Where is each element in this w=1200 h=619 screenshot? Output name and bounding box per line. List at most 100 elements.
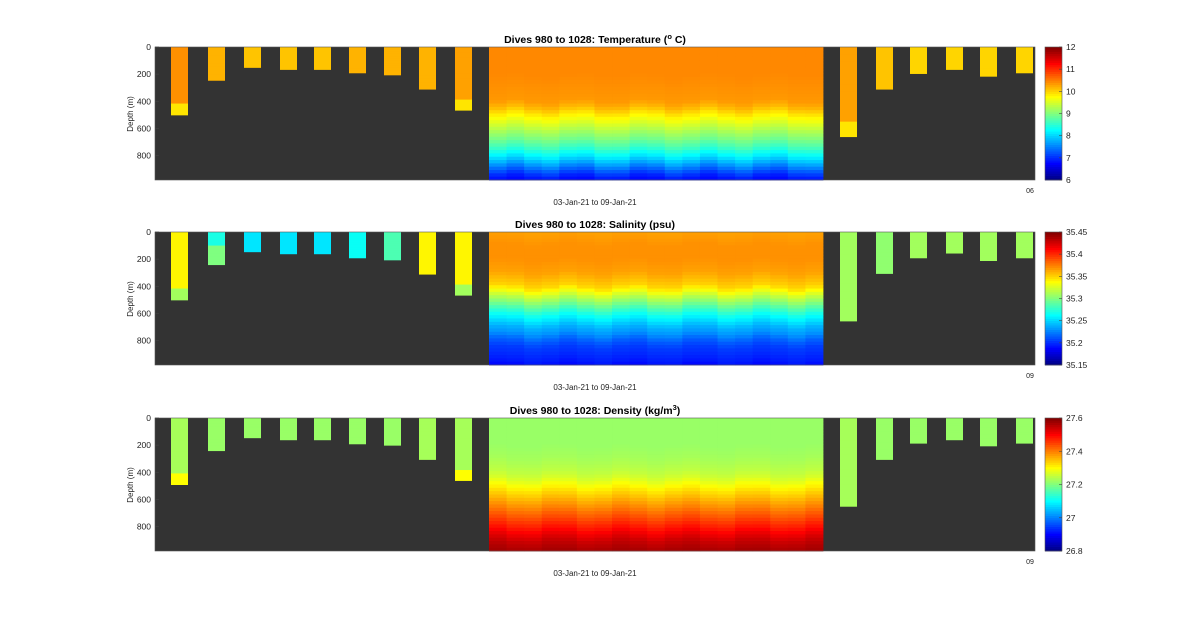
- salinity-dive-7-cell: [384, 245, 401, 249]
- salinity-deep-cell: [664, 232, 683, 236]
- temperature-deep-cell: [612, 120, 631, 124]
- salinity-deep-cell: [629, 298, 648, 303]
- density-title-main: Dives 980 to 1028: Density (kg/m: [510, 405, 673, 417]
- density-deep-cell: [647, 467, 666, 472]
- temperature-colorbar-band: [1045, 117, 1062, 121]
- salinity-late-dive-5-cell: [980, 234, 997, 238]
- density-deep-cell: [647, 537, 666, 542]
- salinity-late-dive-2-cell: [876, 256, 893, 261]
- temperature-deep-cell: [664, 143, 683, 148]
- salinity-deep-cell: [489, 295, 507, 299]
- density-deep-cell: [735, 477, 754, 482]
- temperature-dive-5-cell: [314, 61, 331, 65]
- salinity-deep-cell: [664, 255, 683, 259]
- density-deep-cell: [594, 418, 613, 422]
- density-deep-cell: [541, 514, 560, 519]
- temperature-dive-9-cell: [455, 52, 472, 59]
- temperature-deep-cell: [787, 163, 806, 168]
- density-deep-cell: [664, 541, 683, 545]
- temperature-dive-3: [244, 47, 261, 68]
- density-dive-2-cell: [208, 426, 225, 430]
- density-deep-cell: [594, 431, 613, 436]
- temperature-deep-cell: [770, 146, 789, 151]
- density-colorbar-band: [1045, 444, 1062, 448]
- salinity-deep-cell: [647, 232, 666, 236]
- temperature-colorbar-band: [1045, 97, 1062, 101]
- density-deep-cell: [699, 521, 718, 525]
- temperature-deep-cell: [594, 140, 613, 144]
- salinity-deep-cell: [735, 351, 754, 356]
- salinity-late-dive-4-cell: [946, 251, 963, 254]
- density-deep-cell: [576, 481, 595, 485]
- density-deep-cell: [629, 544, 648, 549]
- temperature-deep-cell: [629, 86, 648, 91]
- density-deep-cell: [805, 451, 824, 455]
- temperature-deep-cell: [559, 173, 578, 178]
- density-dive-1-cell: [171, 434, 188, 441]
- temperature-deep-cell: [770, 130, 789, 134]
- density-late-dive-3-cell: [910, 426, 927, 429]
- density-colorbar-band: [1045, 475, 1062, 479]
- salinity-colorbar-band: [1045, 305, 1062, 308]
- density-deep-cell: [506, 504, 525, 509]
- density-deep-cell: [787, 477, 806, 482]
- density-deep-cell: [576, 467, 595, 472]
- temperature-late-dive-2-cell: [876, 82, 893, 87]
- temperature-deep-cell: [805, 156, 824, 161]
- density-deep-cell: [682, 527, 701, 532]
- salinity-deep-cell: [682, 338, 701, 343]
- density-deep-cell: [647, 427, 666, 432]
- salinity-deep-cell: [682, 311, 701, 316]
- density-late-dive-3-cell: [910, 438, 927, 442]
- density-deep-cell: [699, 534, 718, 539]
- density-deep-cell: [629, 431, 648, 436]
- temperature-deep-cell: [506, 170, 525, 174]
- temperature-dive-5-cell: [314, 63, 331, 67]
- temperature-colorbar-band: [1045, 95, 1062, 99]
- salinity-late-dive-3-cell: [910, 236, 927, 239]
- salinity-deep-cell: [735, 321, 754, 326]
- salinity-deep-cell: [559, 232, 578, 236]
- salinity-deep-cell: [805, 295, 824, 299]
- temperature-deep-cell: [612, 166, 631, 171]
- density-deep-cell: [576, 531, 595, 535]
- density-deep-cell: [629, 517, 648, 522]
- salinity-late-dive-4-cell: [946, 239, 963, 242]
- salinity-colorbar-band: [1045, 340, 1062, 344]
- salinity-deep-cell: [805, 355, 824, 359]
- salinity-ytick-label: 200: [137, 254, 151, 264]
- salinity-deep-cell: [717, 311, 736, 316]
- salinity-late-dive-1-cell: [840, 313, 857, 322]
- density-late-dive-5-cell: [980, 438, 997, 442]
- temperature-deep-cell: [559, 113, 578, 118]
- salinity-deep-cell: [489, 238, 507, 243]
- density-deep-cell: [489, 537, 507, 542]
- temperature-dive-1-cell: [171, 63, 188, 71]
- salinity-late-dive-6-cell: [1016, 238, 1033, 242]
- salinity-dive-1-cell: [171, 271, 188, 278]
- density-deep-cell: [752, 501, 771, 505]
- temperature-dive-5-cell: [314, 67, 331, 70]
- salinity-deep-cell: [735, 238, 754, 243]
- density-deep-cell: [506, 481, 525, 485]
- density-deep-cell: [489, 477, 507, 482]
- salinity-deep-cell: [735, 241, 754, 246]
- temperature-dive-5-cell: [314, 58, 331, 61]
- temperature-deep-cell: [612, 140, 631, 144]
- salinity-dive-5-cell: [314, 241, 331, 244]
- density-late-dive-3-cell: [910, 441, 927, 444]
- salinity-colorbar-band: [1045, 240, 1062, 244]
- salinity-deep-cell: [594, 308, 613, 313]
- temperature-deep-cell: [506, 166, 525, 171]
- temperature-deep-cell: [735, 110, 754, 114]
- salinity-colorbar-band: [1045, 276, 1062, 279]
- temperature-deep-cell: [576, 86, 595, 91]
- salinity-deep-cell: [629, 271, 648, 276]
- temperature-deep-cell: [594, 176, 613, 181]
- temperature-deep-cell: [576, 47, 595, 51]
- density-deep-cell: [559, 491, 578, 495]
- density-deep-cell: [770, 437, 789, 442]
- density-deep-cell: [647, 424, 666, 429]
- salinity-deep-cell: [805, 278, 824, 283]
- temperature-deep-cell: [752, 146, 771, 151]
